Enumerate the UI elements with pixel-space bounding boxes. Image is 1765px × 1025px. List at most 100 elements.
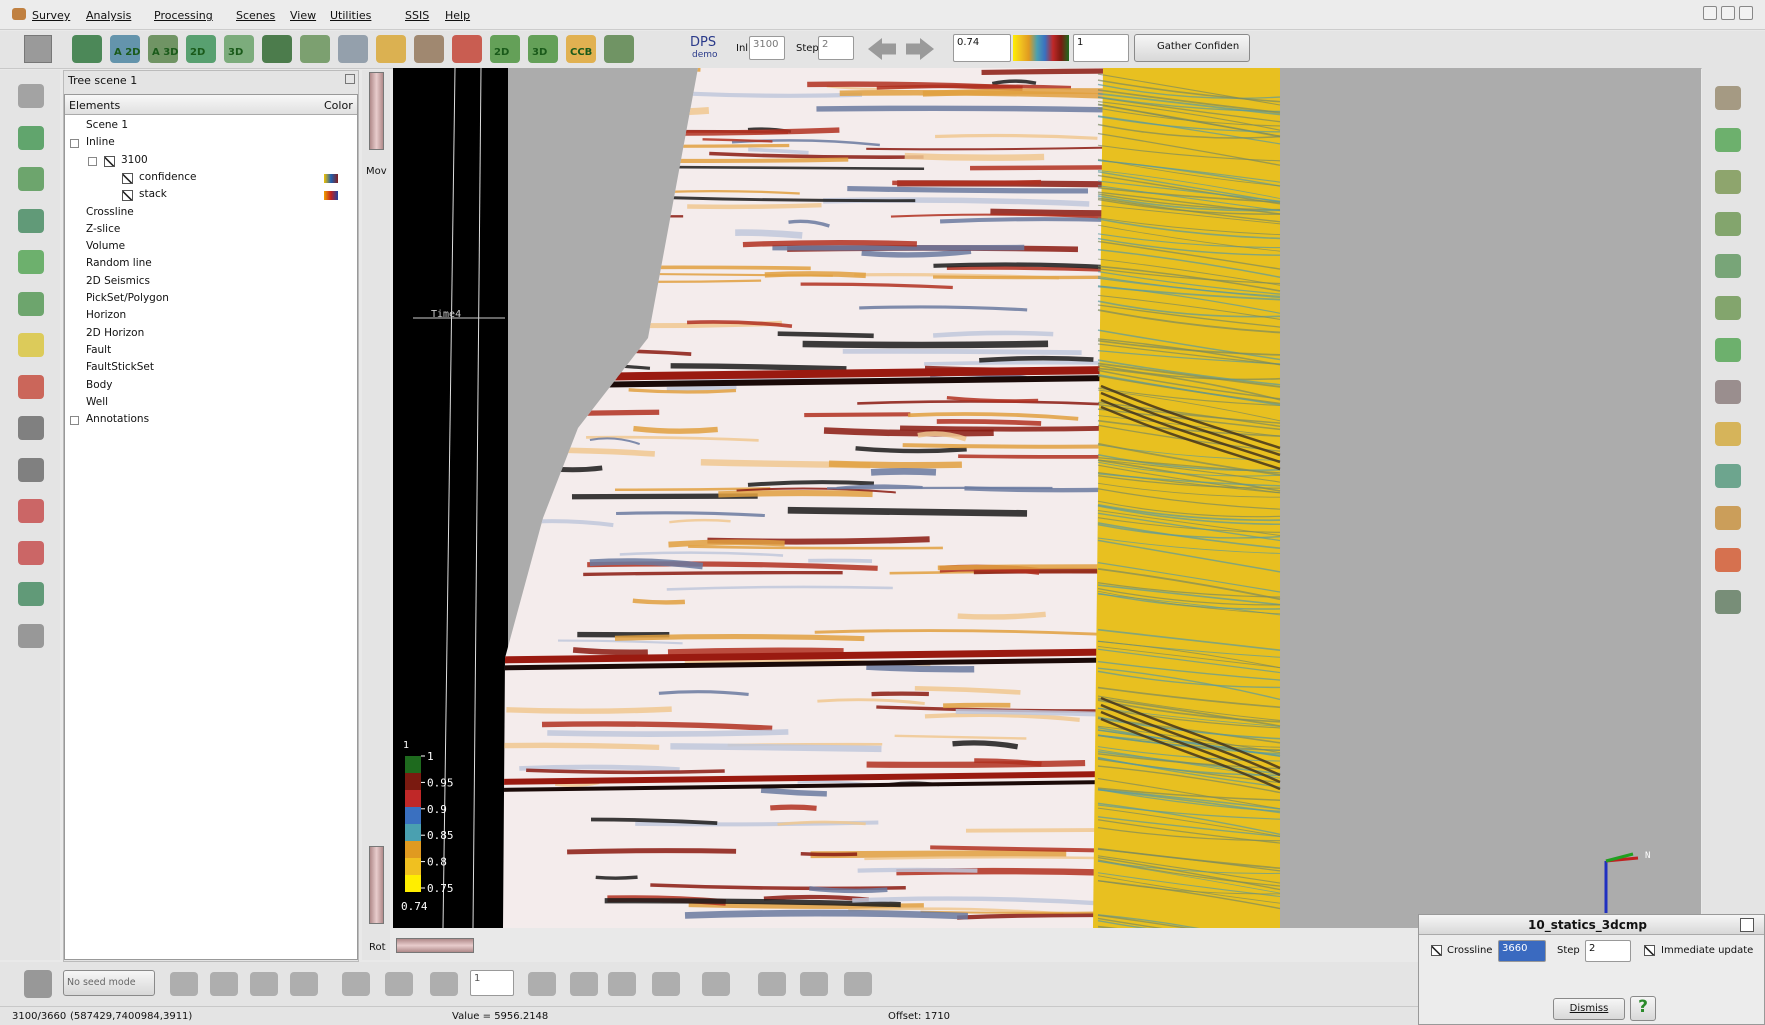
next-arrow[interactable] bbox=[906, 38, 934, 60]
tree-item[interactable]: Scene 1 bbox=[86, 119, 129, 131]
tool-icon[interactable] bbox=[18, 623, 44, 648]
menu-item[interactable]: Analysis bbox=[86, 9, 132, 22]
tool-icon[interactable] bbox=[18, 457, 44, 482]
menu-item[interactable]: View bbox=[290, 9, 317, 22]
tool-icon[interactable] bbox=[1715, 296, 1741, 320]
tree-item[interactable]: Horizon bbox=[86, 309, 127, 322]
tree-item[interactable]: 2D Seismics bbox=[86, 274, 151, 287]
tool-icon[interactable] bbox=[1715, 128, 1741, 152]
menu-item[interactable]: Help bbox=[445, 9, 471, 22]
tool-icon[interactable] bbox=[18, 582, 44, 606]
dismiss-button[interactable]: Dismiss bbox=[1553, 998, 1625, 1020]
expand-toggle[interactable] bbox=[88, 156, 97, 166]
window-control[interactable] bbox=[1703, 6, 1717, 20]
tool-icon[interactable] bbox=[1715, 464, 1741, 488]
menu-item[interactable]: Utilities bbox=[330, 9, 372, 22]
zoom-slider[interactable] bbox=[369, 846, 384, 924]
tree-item[interactable]: Z-slice bbox=[86, 222, 121, 235]
tree-item[interactable]: Annotations bbox=[86, 413, 150, 426]
expand-toggle[interactable] bbox=[70, 416, 79, 426]
tool-icon[interactable] bbox=[18, 291, 44, 316]
tree-item[interactable]: Volume bbox=[86, 240, 126, 253]
tool-icon[interactable] bbox=[290, 972, 318, 996]
rotate-slider[interactable] bbox=[396, 938, 474, 953]
tree-item[interactable]: PickSet/Polygon bbox=[86, 292, 169, 304]
tracking-icon[interactable] bbox=[24, 970, 52, 998]
toolbar-icon[interactable] bbox=[338, 35, 368, 63]
checkbox[interactable] bbox=[1431, 945, 1442, 956]
tool-icon[interactable] bbox=[18, 208, 44, 233]
toolbar-icon[interactable] bbox=[224, 35, 254, 63]
checkbox[interactable] bbox=[122, 190, 133, 202]
tool-icon[interactable] bbox=[18, 250, 44, 274]
tree-item[interactable]: Crossline bbox=[86, 205, 134, 218]
toolbar-icon[interactable] bbox=[604, 35, 634, 63]
tool-icon[interactable] bbox=[528, 972, 556, 996]
toolbar-icon[interactable] bbox=[452, 35, 482, 63]
tool-icon[interactable] bbox=[1715, 590, 1741, 614]
checkbox[interactable] bbox=[104, 155, 115, 167]
tree-item[interactable]: Well bbox=[86, 395, 109, 408]
toolbar-icon[interactable] bbox=[300, 35, 330, 63]
tool-icon[interactable] bbox=[18, 125, 44, 150]
tool-icon[interactable] bbox=[18, 333, 44, 357]
tool-icon[interactable] bbox=[18, 167, 44, 191]
crossline-input[interactable]: 3660 bbox=[1498, 940, 1546, 962]
tool-icon[interactable] bbox=[652, 972, 680, 996]
window-control[interactable] bbox=[1739, 6, 1753, 20]
clip-max-input[interactable]: 1 bbox=[1073, 34, 1129, 62]
window-control[interactable] bbox=[1721, 6, 1735, 20]
tree-item[interactable]: FaultStickSet bbox=[86, 361, 154, 374]
tool-icon[interactable] bbox=[844, 972, 872, 996]
checkbox[interactable] bbox=[1644, 945, 1655, 956]
toolbar-icon[interactable] bbox=[490, 35, 520, 63]
toolbar-icon[interactable] bbox=[72, 35, 102, 63]
checkbox[interactable] bbox=[122, 172, 133, 184]
tree-item[interactable]: stack bbox=[139, 188, 167, 201]
scene-viewport[interactable]: Time4 1 1 0.95 0.9 0.85 0.8 0.75 0.74 N bbox=[393, 68, 1701, 928]
tree-item[interactable]: confidence bbox=[139, 170, 197, 183]
help-button[interactable]: ? bbox=[1630, 996, 1656, 1021]
tool-icon[interactable] bbox=[800, 972, 828, 996]
tool-icon[interactable] bbox=[1715, 254, 1741, 278]
tool-icon[interactable] bbox=[18, 84, 44, 108]
step-input[interactable]: 2 bbox=[1585, 940, 1631, 962]
toolbar-icon[interactable] bbox=[262, 35, 292, 63]
toolbar-icon[interactable] bbox=[186, 35, 216, 63]
colortable-select[interactable]: Gather Confiden bbox=[1134, 34, 1250, 62]
seed-mode-select[interactable]: No seed mode bbox=[63, 970, 155, 996]
tool-icon[interactable] bbox=[18, 499, 44, 523]
toolbar-icon[interactable] bbox=[528, 35, 558, 63]
dialog-close[interactable] bbox=[1740, 918, 1754, 932]
toolbar-icon[interactable] bbox=[414, 35, 444, 63]
tool-button[interactable] bbox=[24, 35, 52, 63]
tool-icon[interactable] bbox=[430, 972, 458, 996]
tool-icon[interactable] bbox=[18, 416, 44, 440]
inline-input[interactable]: 3100 bbox=[749, 36, 785, 60]
tree-item[interactable]: Inline bbox=[86, 136, 115, 149]
tree-item[interactable]: Body bbox=[86, 378, 113, 391]
tool-icon[interactable] bbox=[342, 972, 370, 996]
toolbar-icon[interactable] bbox=[110, 35, 140, 63]
tool-icon[interactable] bbox=[1715, 506, 1741, 530]
tool-icon[interactable] bbox=[1715, 422, 1741, 446]
tool-icon[interactable] bbox=[1715, 170, 1741, 194]
tool-icon[interactable] bbox=[18, 374, 44, 399]
toolbar-icon[interactable] bbox=[148, 35, 178, 63]
toolbar-icon[interactable] bbox=[376, 35, 406, 63]
tool-icon[interactable] bbox=[608, 972, 636, 996]
tree-item[interactable]: 2D Horizon bbox=[86, 326, 145, 339]
zoom-slider[interactable] bbox=[369, 72, 384, 150]
step-input[interactable]: 2 bbox=[818, 36, 854, 60]
tree-item[interactable]: 3100 bbox=[121, 153, 148, 166]
clip-min-input[interactable]: 0.74 bbox=[953, 34, 1011, 62]
tool-icon[interactable] bbox=[758, 972, 786, 996]
tool-icon[interactable] bbox=[210, 972, 238, 996]
toolbar-icon[interactable] bbox=[566, 35, 596, 63]
menu-item[interactable]: SSIS bbox=[405, 9, 430, 22]
tool-icon[interactable] bbox=[1715, 86, 1741, 110]
tool-icon[interactable] bbox=[1715, 380, 1741, 404]
expand-toggle[interactable] bbox=[70, 139, 79, 149]
tool-icon[interactable] bbox=[1715, 548, 1741, 572]
menu-item[interactable]: Survey bbox=[32, 9, 71, 22]
